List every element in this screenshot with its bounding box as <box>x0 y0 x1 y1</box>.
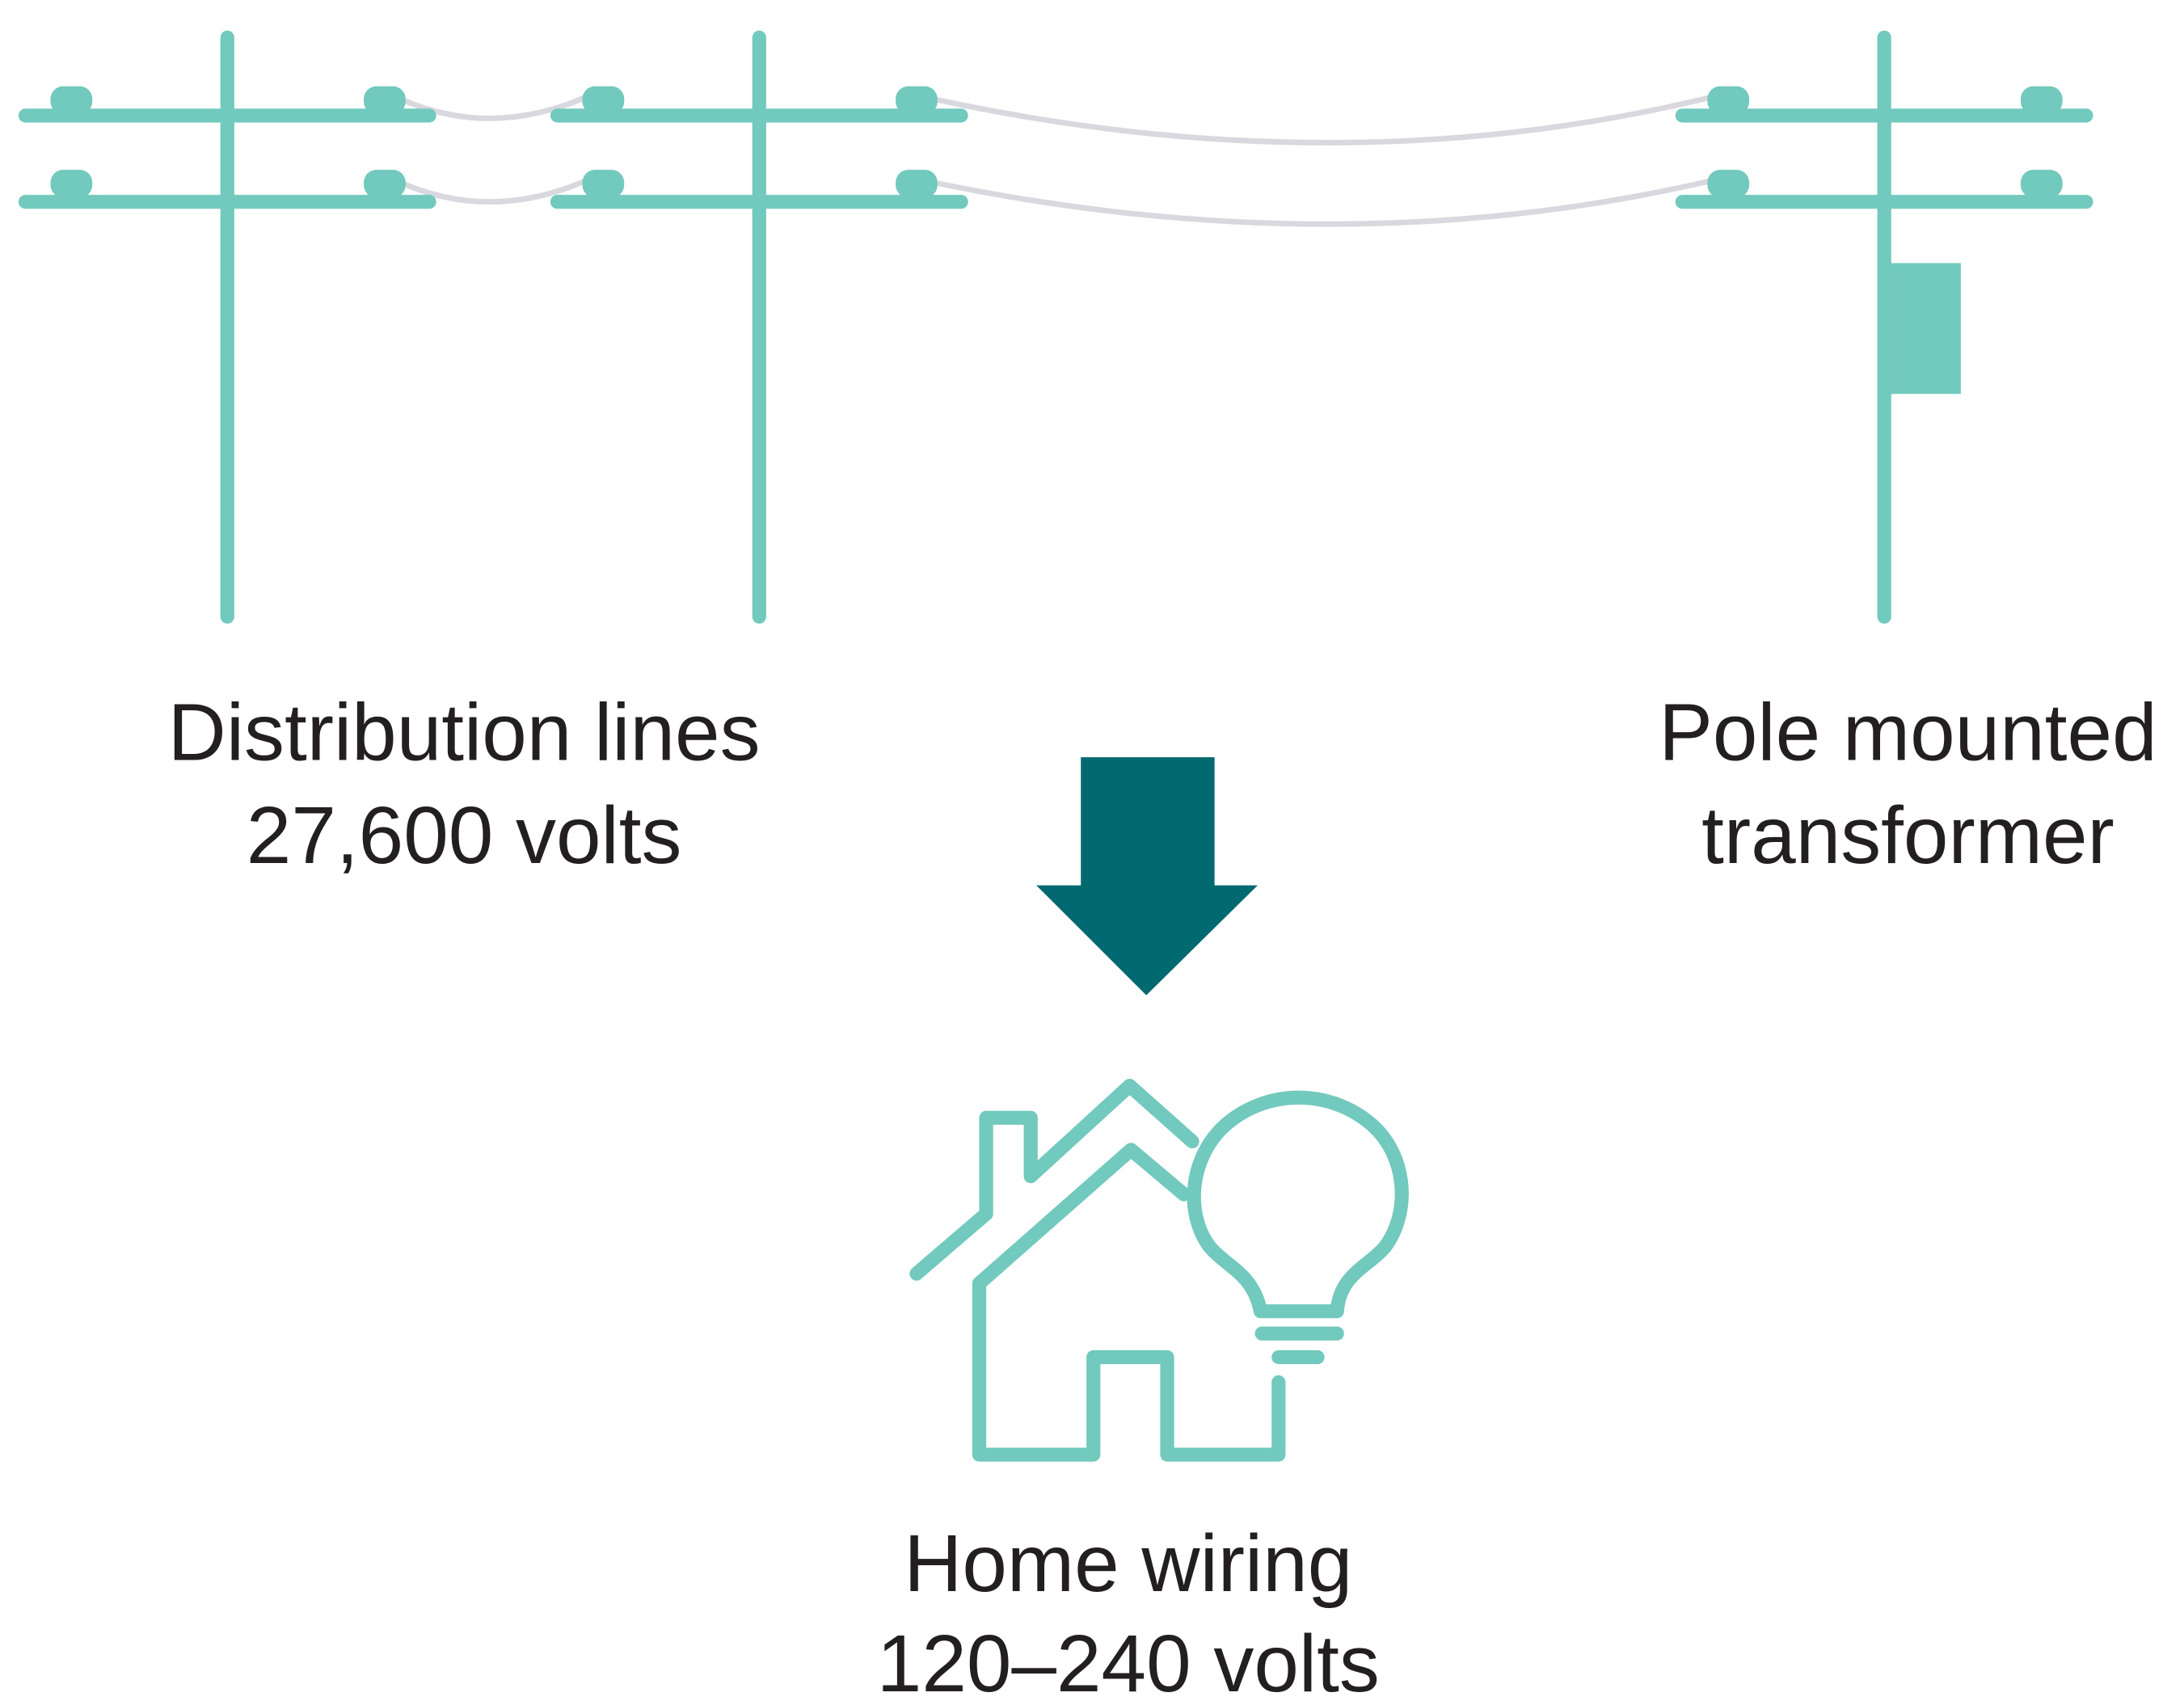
transformer <box>1888 263 1961 394</box>
transformer-line-2: transformer <box>1701 791 2114 881</box>
transformer-line-1: Pole mounted <box>1659 688 2157 778</box>
home-voltage: 120–240 volts <box>877 1619 1380 1701</box>
diagram: Distribution lines 27,600 volts Pole mou… <box>0 0 2184 1701</box>
distribution-title: Distribution lines <box>168 688 761 778</box>
page: {"labels": { "distribution": {"title": "… <box>0 0 2184 1701</box>
pole-3 <box>1682 38 2086 617</box>
distribution-voltage: 27,600 volts <box>247 791 682 881</box>
pole-2 <box>558 38 962 617</box>
home-icon <box>917 1086 1402 1455</box>
arrow <box>1036 757 1258 996</box>
home-title: Home wiring <box>904 1519 1352 1609</box>
pole-1 <box>25 38 429 617</box>
